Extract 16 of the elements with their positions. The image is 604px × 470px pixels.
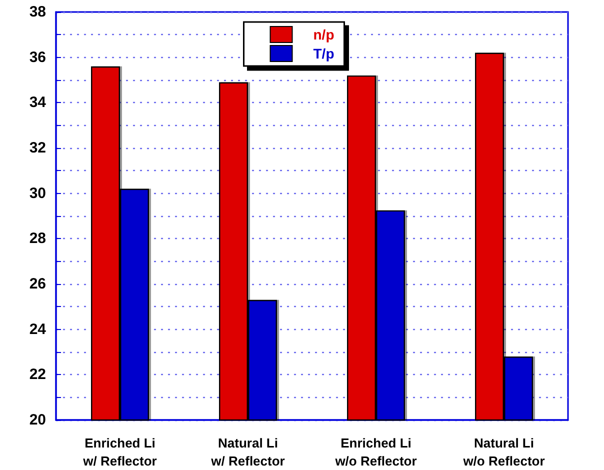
x-tick-label: Enriched Li w/o Reflector (334, 436, 417, 468)
x-tick-label: Natural Li w/o Reflector (462, 436, 545, 468)
y-tick-label: 36 (29, 48, 46, 66)
x-tick-label: Enriched Li w/ Reflector (82, 436, 157, 468)
y-tick-label: 20 (29, 412, 46, 428)
y-tick-label: 24 (29, 320, 47, 338)
y-tick-label: 30 (29, 184, 46, 202)
y-tick-label: 26 (29, 276, 46, 292)
y-tick-label: 28 (29, 230, 46, 248)
y-tick-label: 38 (29, 4, 46, 20)
y-tick-label: 34 (29, 94, 47, 112)
legend-label: T/p (313, 46, 334, 62)
y-tick-label: 22 (29, 366, 46, 384)
x-tick-label: Natural Li w/ Reflector (210, 436, 285, 468)
legend-label: n/p (313, 26, 334, 42)
y-tick-label: 32 (29, 140, 46, 156)
